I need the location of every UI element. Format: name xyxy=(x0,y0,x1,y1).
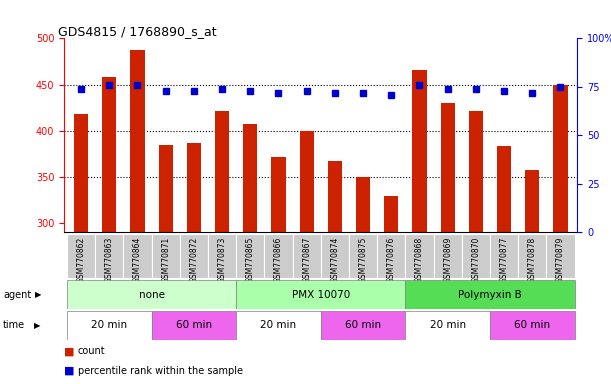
Bar xyxy=(271,157,285,232)
Bar xyxy=(405,311,490,340)
Text: GSM770872: GSM770872 xyxy=(189,237,199,283)
Bar xyxy=(554,86,568,232)
Text: ▶: ▶ xyxy=(35,290,42,299)
Bar xyxy=(215,111,229,232)
Bar xyxy=(74,114,88,232)
Bar xyxy=(102,77,116,232)
Text: GSM770866: GSM770866 xyxy=(274,237,283,283)
Text: ■: ■ xyxy=(64,366,75,376)
Text: GSM770862: GSM770862 xyxy=(76,237,86,283)
Text: GSM770875: GSM770875 xyxy=(359,237,368,283)
Bar xyxy=(67,234,95,278)
Text: GSM770864: GSM770864 xyxy=(133,237,142,283)
Text: Polymyxin B: Polymyxin B xyxy=(458,290,522,300)
Bar xyxy=(208,234,236,278)
Bar xyxy=(293,234,321,278)
Bar xyxy=(384,196,398,232)
Bar xyxy=(490,234,518,278)
Text: PMX 10070: PMX 10070 xyxy=(291,290,350,300)
Text: GSM770869: GSM770869 xyxy=(443,237,452,283)
Bar xyxy=(152,234,180,278)
Bar xyxy=(236,311,321,340)
Text: ▶: ▶ xyxy=(34,321,40,330)
Text: 20 min: 20 min xyxy=(430,320,466,331)
Bar xyxy=(95,234,123,278)
Bar xyxy=(152,311,236,340)
Bar xyxy=(441,103,455,232)
Bar xyxy=(518,234,546,278)
Bar xyxy=(469,111,483,232)
Text: GSM770871: GSM770871 xyxy=(161,237,170,283)
Text: GSM770878: GSM770878 xyxy=(528,237,537,283)
Bar xyxy=(525,170,540,232)
Bar xyxy=(434,234,462,278)
Text: GSM770879: GSM770879 xyxy=(556,237,565,283)
Text: GSM770868: GSM770868 xyxy=(415,237,424,283)
Bar xyxy=(236,280,405,309)
Text: count: count xyxy=(78,346,105,356)
Text: time: time xyxy=(3,320,25,331)
Text: GSM770870: GSM770870 xyxy=(471,237,480,283)
Bar xyxy=(265,234,293,278)
Bar xyxy=(321,311,405,340)
Text: GSM770876: GSM770876 xyxy=(387,237,396,283)
Bar xyxy=(405,234,434,278)
Text: ■: ■ xyxy=(64,346,75,356)
Text: GSM770863: GSM770863 xyxy=(104,237,114,283)
Bar xyxy=(377,234,405,278)
Bar xyxy=(328,161,342,232)
Bar xyxy=(159,145,173,232)
Text: none: none xyxy=(139,290,164,300)
Bar xyxy=(321,234,349,278)
Bar xyxy=(356,177,370,232)
Text: GDS4815 / 1768890_s_at: GDS4815 / 1768890_s_at xyxy=(58,25,217,38)
Bar xyxy=(299,131,313,232)
Text: percentile rank within the sample: percentile rank within the sample xyxy=(78,366,243,376)
Text: 60 min: 60 min xyxy=(514,320,551,331)
Text: GSM770874: GSM770874 xyxy=(331,237,339,283)
Text: 60 min: 60 min xyxy=(176,320,212,331)
Bar xyxy=(412,70,426,232)
Bar xyxy=(187,143,201,232)
Bar xyxy=(462,234,490,278)
Text: GSM770867: GSM770867 xyxy=(302,237,311,283)
Bar xyxy=(180,234,208,278)
Text: 60 min: 60 min xyxy=(345,320,381,331)
Text: 20 min: 20 min xyxy=(91,320,127,331)
Text: GSM770865: GSM770865 xyxy=(246,237,255,283)
Text: 20 min: 20 min xyxy=(260,320,296,331)
Text: GSM770873: GSM770873 xyxy=(218,237,227,283)
Bar xyxy=(546,234,574,278)
Bar xyxy=(236,234,265,278)
Bar xyxy=(243,124,257,232)
Bar xyxy=(67,311,152,340)
Text: agent: agent xyxy=(3,290,31,300)
Bar xyxy=(123,234,152,278)
Bar xyxy=(130,50,145,232)
Bar xyxy=(67,280,236,309)
Bar xyxy=(405,280,574,309)
Bar xyxy=(497,146,511,232)
Bar xyxy=(349,234,377,278)
Bar xyxy=(490,311,574,340)
Text: GSM770877: GSM770877 xyxy=(500,237,508,283)
